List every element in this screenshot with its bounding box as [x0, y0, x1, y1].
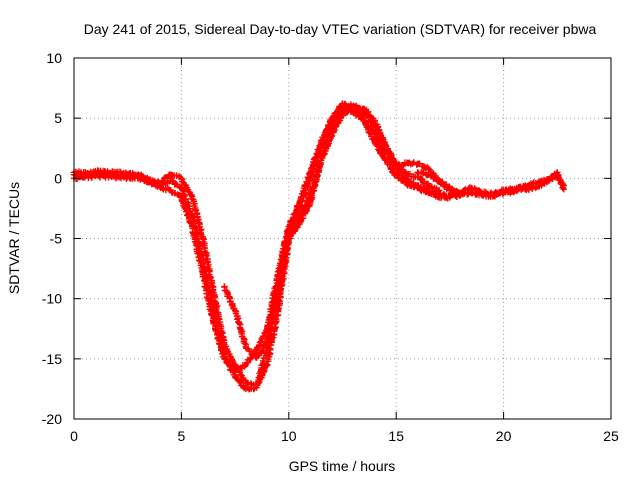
x-tick-label: 25 — [603, 428, 619, 444]
series-track-c — [70, 100, 454, 375]
y-axis-label: SDTVAR / TECUs — [6, 182, 22, 294]
series-track-b — [70, 105, 464, 393]
data-points — [70, 100, 567, 393]
series-markers — [221, 102, 567, 361]
y-tick-label: -5 — [50, 231, 63, 247]
x-tick-label: 0 — [70, 428, 78, 444]
x-tick-label: 20 — [496, 428, 512, 444]
series-markers — [414, 169, 567, 200]
y-tick-label: -15 — [42, 351, 62, 367]
x-axis-label: GPS time / hours — [289, 458, 396, 474]
series-markers — [70, 100, 454, 375]
x-tick-label: 15 — [388, 428, 404, 444]
series-markers — [70, 105, 464, 393]
axis-ticks: 0 5 10 15 20 25 -20 -15 -10 -5 0 5 10 — [42, 50, 619, 444]
series-track-e — [414, 169, 567, 200]
x-tick-label: 5 — [178, 428, 186, 444]
series-track-d — [221, 102, 567, 361]
y-tick-label: 0 — [54, 170, 62, 186]
y-tick-label: 5 — [54, 110, 62, 126]
x-tick-label: 10 — [281, 428, 297, 444]
y-tick-label: 10 — [46, 50, 62, 66]
y-tick-label: -20 — [42, 411, 62, 427]
y-tick-label: -10 — [42, 291, 62, 307]
chart-title: Day 241 of 2015, Sidereal Day-to-day VTE… — [84, 21, 597, 37]
